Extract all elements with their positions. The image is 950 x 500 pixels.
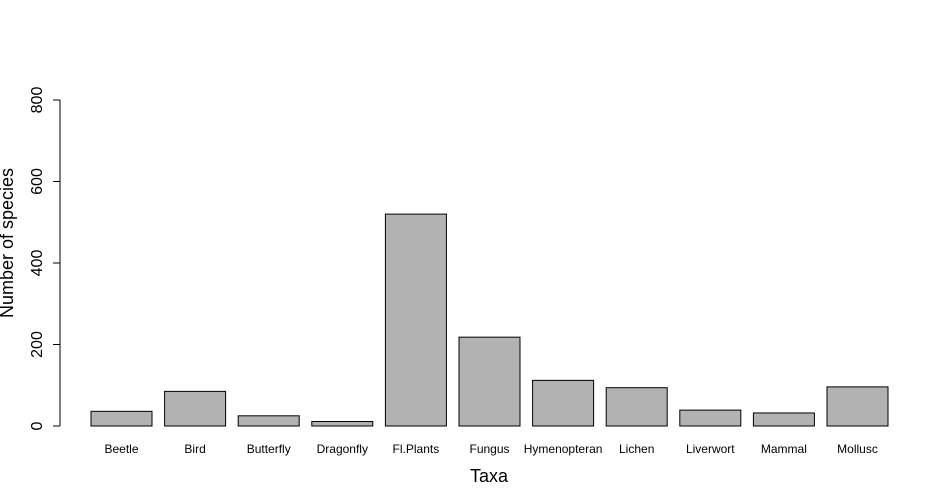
y-ticks: 0 200 400 600 800 — [29, 87, 60, 430]
category-label: Fl.Plants — [393, 442, 440, 456]
y-axis-title: Number of species — [0, 168, 17, 318]
category-label: Mollusc — [837, 442, 878, 456]
y-axis: 0 200 400 600 800 — [29, 87, 61, 430]
category-label: Lichen — [619, 442, 654, 456]
category-label: Butterfly — [247, 442, 291, 456]
bar-butterfly — [237, 415, 300, 427]
category-label: Liverwort — [686, 442, 735, 456]
bar-fl-plants — [384, 213, 447, 427]
category-label: Mammal — [761, 442, 807, 456]
y-tick-label: 600 — [29, 168, 46, 195]
category-label: Dragonfly — [317, 442, 368, 456]
bar-lichen — [605, 387, 668, 427]
bar-mollusc — [826, 386, 889, 427]
bar-hymenopteran — [532, 379, 595, 427]
category-label: Beetle — [104, 442, 138, 456]
bar-bird — [164, 390, 227, 427]
bar-mammal — [752, 412, 815, 427]
category-label: Hymenopteran — [524, 442, 603, 456]
category-labels: Beetle Bird Butterfly Dragonfly Fl.Plants Fun… — [104, 442, 877, 456]
bar-beetle — [90, 410, 153, 427]
y-tick-label: 800 — [29, 87, 46, 114]
category-label: Fungus — [469, 442, 509, 456]
y-tick-label: 400 — [29, 250, 46, 277]
y-tick-label: 0 — [29, 421, 46, 430]
bar-fungus — [458, 336, 521, 427]
bars — [90, 213, 889, 427]
category-label: Bird — [184, 442, 205, 456]
y-tick-label: 200 — [29, 331, 46, 358]
bar-liverwort — [679, 409, 742, 427]
bar-dragonfly — [311, 421, 374, 427]
x-axis-title: Taxa — [470, 466, 509, 486]
